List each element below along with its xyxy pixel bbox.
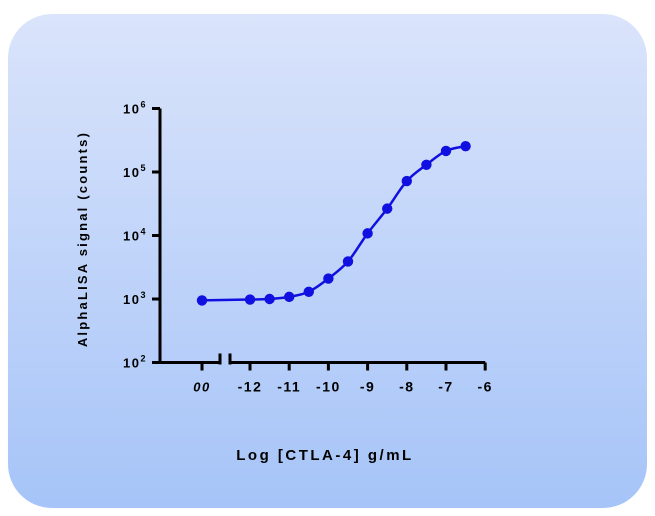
y-tick-label: 103 — [123, 290, 147, 307]
data-point — [440, 145, 452, 157]
data-point — [303, 286, 314, 297]
data-point — [284, 291, 295, 303]
data-point — [244, 294, 256, 305]
x-tick-label: -12 — [238, 379, 263, 395]
y-tick-label: 105 — [123, 163, 147, 180]
data-point-zero — [196, 295, 208, 306]
y-tick-label: 102 — [123, 354, 147, 371]
data-point — [362, 228, 373, 239]
data-point — [264, 293, 275, 305]
y-tick-label: 106 — [123, 100, 147, 117]
data-point — [382, 203, 393, 214]
data-point — [421, 159, 432, 170]
data-point — [342, 256, 354, 267]
data-point — [323, 273, 334, 284]
data-point — [460, 140, 471, 152]
x-tick-label: -9 — [360, 379, 375, 395]
y-axis-label: AlphaLISA signal (counts) — [75, 131, 90, 347]
x-tick-label: -6 — [477, 379, 492, 395]
x-tick-label: -7 — [438, 379, 453, 395]
y-tick-label: 104 — [123, 227, 147, 244]
x-axis-label: Log [CTLA-4] g/mL — [236, 447, 413, 464]
x-tick-label: -10 — [316, 379, 341, 395]
fit-curve-baseline — [201, 298, 251, 302]
chart-card: 102 103 104 105 106 00 -12 -11 -10 -9 -8 -7 -6 Log [… — [8, 14, 647, 508]
x-tick-label: -8 — [399, 379, 414, 395]
card-background — [8, 14, 647, 508]
data-point — [401, 175, 412, 187]
x-tick-label-zero: 00 — [193, 380, 210, 395]
x-tick-label: -11 — [277, 379, 301, 395]
plot-area: 102 103 104 105 106 00 -12 -11 -10 -9 -8 -7 -6 — [123, 100, 492, 395]
